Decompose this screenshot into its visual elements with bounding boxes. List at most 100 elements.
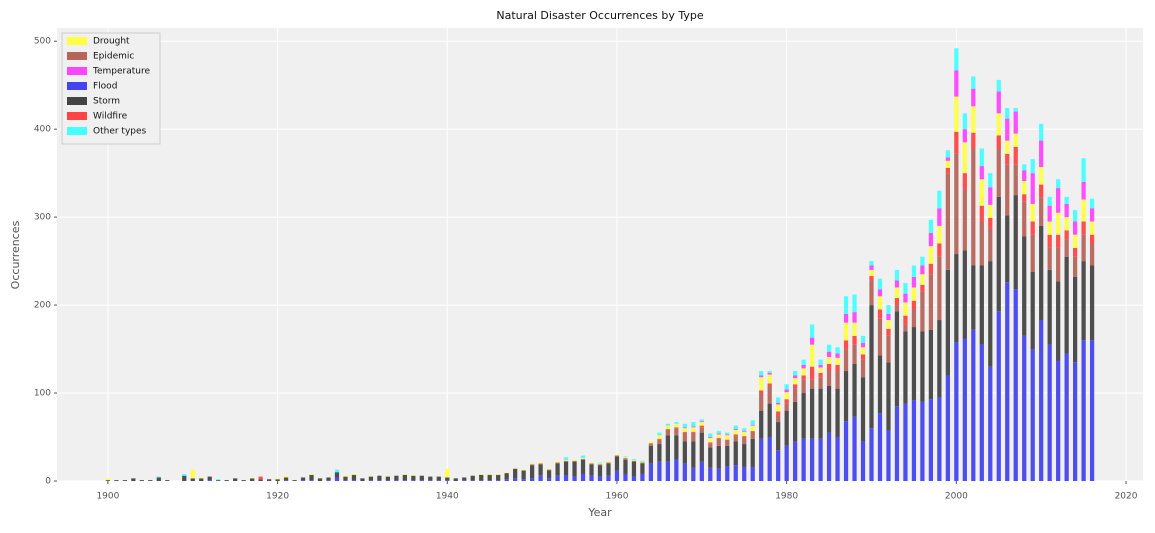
bar-segment bbox=[971, 76, 976, 89]
bar-segment bbox=[716, 433, 721, 435]
bar-segment bbox=[538, 464, 543, 476]
y-tick-label: 400 bbox=[34, 125, 51, 135]
bar-segment bbox=[793, 371, 798, 376]
bar-segment bbox=[105, 478, 111, 481]
bar-segment bbox=[750, 425, 755, 431]
bar-segment bbox=[920, 274, 925, 285]
bar-segment bbox=[835, 388, 840, 438]
bar-segment bbox=[835, 364, 840, 372]
bar-segment bbox=[843, 421, 849, 481]
bar-segment bbox=[674, 428, 679, 436]
bar-segment bbox=[954, 70, 959, 97]
bar-segment bbox=[996, 311, 1001, 481]
bar-segment bbox=[979, 166, 984, 180]
bar-segment bbox=[156, 477, 161, 481]
bar-segment bbox=[1030, 271, 1035, 350]
bar-segment bbox=[852, 335, 857, 345]
bar-segment bbox=[1039, 166, 1044, 185]
bar-segment bbox=[207, 476, 212, 481]
legend-label: Wildfire bbox=[93, 112, 128, 122]
bar-segment bbox=[606, 461, 611, 463]
bars bbox=[105, 48, 1095, 481]
bar-segment bbox=[563, 461, 569, 476]
bar-segment bbox=[937, 208, 942, 226]
y-tick-label: 200 bbox=[34, 301, 51, 311]
bar-segment bbox=[784, 389, 789, 393]
bar-segment bbox=[657, 438, 662, 440]
legend-label: Other types bbox=[93, 127, 147, 137]
x-tick-label: 2020 bbox=[1115, 492, 1138, 502]
bar-segment bbox=[877, 296, 883, 310]
y-tick-label: 100 bbox=[34, 389, 51, 399]
bar-segment bbox=[657, 444, 662, 462]
bar-segment bbox=[504, 472, 509, 474]
bar-segment bbox=[131, 478, 136, 481]
bar-segment bbox=[1056, 281, 1061, 361]
bar-segment bbox=[691, 432, 696, 442]
bar-segment bbox=[733, 441, 738, 466]
x-tick-label: 1960 bbox=[606, 492, 629, 502]
bar-segment bbox=[869, 305, 874, 429]
bar-segment bbox=[1089, 208, 1095, 222]
bar-segment bbox=[190, 469, 195, 479]
bar-segment bbox=[962, 250, 967, 339]
bar-segment bbox=[368, 480, 374, 481]
bar-segment bbox=[928, 263, 934, 275]
bar-segment bbox=[394, 480, 399, 481]
bar-segment bbox=[1022, 164, 1027, 171]
bar-segment bbox=[750, 438, 755, 467]
bar-segment bbox=[699, 422, 704, 426]
bar-segment bbox=[971, 329, 976, 481]
y-tick-label: 500 bbox=[34, 37, 51, 47]
bar-segment bbox=[699, 461, 704, 481]
bar-segment bbox=[1030, 221, 1035, 235]
bar-segment bbox=[843, 322, 849, 341]
bar-segment bbox=[988, 217, 993, 229]
bar-segment bbox=[843, 349, 849, 372]
bar-segment bbox=[869, 428, 874, 481]
bar-segment bbox=[699, 421, 704, 423]
bar-segment bbox=[648, 445, 654, 464]
bar-segment bbox=[1056, 360, 1061, 481]
bar-segment bbox=[1022, 335, 1027, 481]
bar-segment bbox=[818, 372, 823, 378]
bar-segment bbox=[623, 458, 628, 460]
bar-segment bbox=[962, 113, 967, 130]
bar-segment bbox=[589, 464, 594, 476]
bar-segment bbox=[487, 473, 492, 475]
bar-segment bbox=[530, 464, 535, 466]
bar-segment bbox=[971, 265, 976, 330]
bar-segment bbox=[725, 466, 730, 481]
bar-segment bbox=[996, 148, 1001, 197]
bar-segment bbox=[309, 480, 314, 481]
bar-segment bbox=[258, 479, 263, 481]
bar-segment bbox=[852, 344, 857, 365]
bar-segment bbox=[309, 474, 314, 481]
bar-segment bbox=[597, 476, 603, 481]
bar-segment bbox=[334, 469, 340, 473]
bar-segment bbox=[725, 434, 730, 436]
bar-segment bbox=[1089, 265, 1095, 341]
legend-label: Drought bbox=[93, 37, 130, 47]
y-axis-label: Occurrences bbox=[9, 220, 22, 289]
bar-segment bbox=[555, 461, 560, 463]
bar-segment bbox=[453, 478, 458, 481]
bar-segment bbox=[538, 475, 543, 481]
bar-segment bbox=[699, 425, 704, 428]
bar-segment bbox=[716, 438, 721, 446]
bar-segment bbox=[945, 375, 950, 481]
bar-segment bbox=[436, 480, 441, 481]
bar-segment bbox=[708, 467, 713, 481]
bar-segment bbox=[546, 469, 552, 471]
ticks: 0 100 200 300 400 500 1900 1920 1940 1960 1980 2000… bbox=[34, 37, 1138, 502]
bar-segment bbox=[911, 265, 917, 277]
bar-segment bbox=[937, 397, 942, 481]
bar-segment bbox=[945, 173, 950, 270]
bar-segment bbox=[852, 364, 857, 417]
bar-segment bbox=[784, 445, 789, 481]
bar-segment bbox=[1047, 269, 1052, 345]
bar-segment bbox=[767, 374, 772, 384]
x-tick-label: 1980 bbox=[775, 492, 798, 502]
bar-segment bbox=[776, 450, 781, 481]
bar-segment bbox=[725, 445, 730, 467]
